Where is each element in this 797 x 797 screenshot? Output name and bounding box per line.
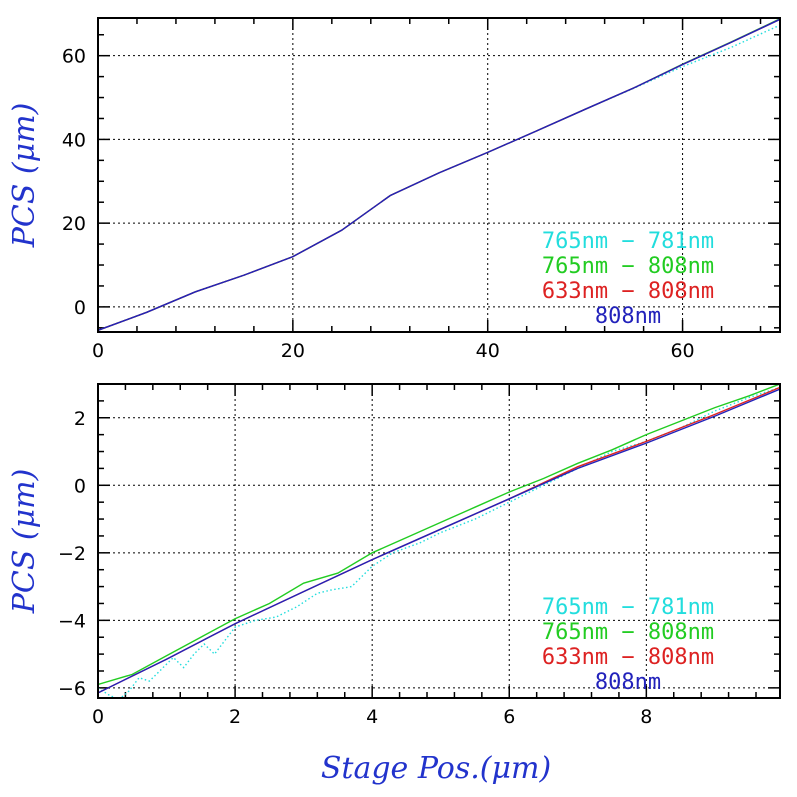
series-group xyxy=(98,18,780,331)
y-tick-label: 20 xyxy=(62,213,86,235)
y-axis-title: PCS (μm) xyxy=(7,469,42,615)
y-tick-label: −2 xyxy=(58,543,86,565)
x-tick-label: 8 xyxy=(640,706,652,728)
y-tick-label: 0 xyxy=(74,297,86,319)
series-group xyxy=(98,384,780,698)
x-tick-label: 60 xyxy=(670,340,694,362)
legend-entry: 765nm − 781nm xyxy=(542,229,714,254)
series-line-4 xyxy=(98,388,780,694)
plot-frame xyxy=(97,17,781,333)
y-tick-label: 0 xyxy=(74,475,86,497)
x-tick-label: 4 xyxy=(366,706,378,728)
x-tick-label: 40 xyxy=(476,340,500,362)
legend-entry: 765nm − 781nm xyxy=(542,595,714,620)
x-tick-label: 0 xyxy=(92,706,104,728)
x-tick-label: 20 xyxy=(281,340,305,362)
bottom-panel: 0 2 4 6 8 −6 −4 −2 0 2 PCS (μm) 765nm − 781nm765nm … xyxy=(7,383,781,728)
legend-entry: 808nm xyxy=(595,670,661,695)
x-tick-label: 6 xyxy=(503,706,515,728)
y-tick-label: 40 xyxy=(62,129,86,151)
plot-frame xyxy=(97,383,781,699)
y-axis-title: PCS (μm) xyxy=(7,103,42,249)
legend-entry: 633nm − 808nm xyxy=(542,645,714,670)
series-line-2 xyxy=(98,384,780,686)
y-tick-label: −4 xyxy=(58,610,86,632)
series-line-4 xyxy=(98,18,780,331)
legend-entry: 765nm − 808nm xyxy=(542,254,714,279)
top-panel: 0 20 40 60 0 20 40 60 PCS (μm) 765nm − 781nm765nm… xyxy=(7,17,781,362)
y-tick-label: 60 xyxy=(62,46,86,68)
x-tick-label: 0 xyxy=(92,340,104,362)
legend-entry: 765nm − 808nm xyxy=(542,620,714,645)
x-tick-label: 2 xyxy=(229,706,241,728)
y-tick-label: −6 xyxy=(58,678,86,700)
x-axis-title: Stage Pos.(μm) xyxy=(321,751,551,786)
legend-entry: 808nm xyxy=(595,304,661,329)
legend-entry: 633nm − 808nm xyxy=(542,279,714,304)
y-tick-label: 2 xyxy=(74,408,86,430)
